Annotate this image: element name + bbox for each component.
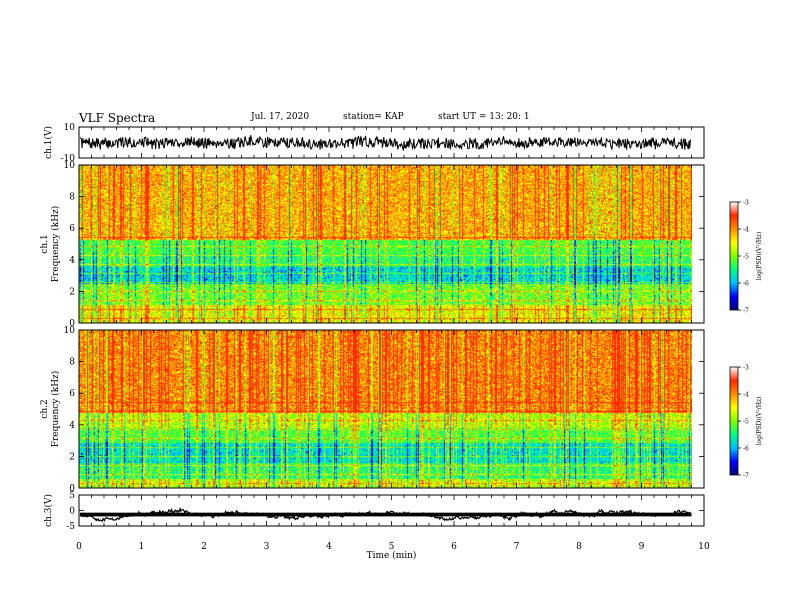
ytick-label-ch1-spectrogram-3: 6 [69,224,75,234]
ylabel-ch2-spectrogram-channel: ch.2 [40,399,50,418]
ytick-label-ch2-spectrogram-1: 2 [69,452,75,462]
colorbar-tick-ch2-spectrogram-4: -7 [743,473,749,480]
ylabel-ch2-spectrogram-unit: Frequency (kHz) [50,371,61,448]
colorbar-tick-ch1-spectrogram-0: -3 [743,200,749,207]
header-station: station= KAP [343,112,404,122]
colorbar-tick-ch1-spectrogram-2: -5 [743,254,749,261]
ytick-label-ch1-spectrogram-1: 2 [69,287,75,297]
xaxis-label: Time (min) [367,550,417,561]
xtick-label-5: 5 [389,542,395,552]
ylabel-ch1-spectrogram-unit: Frequency (kHz) [50,206,61,283]
xtick-label-3: 3 [264,542,270,552]
xtick-label-6: 6 [451,542,457,552]
colorbar-tick-ch1-spectrogram-4: -7 [743,308,749,315]
ylabel-ch1-waveform: ch.1(V) [43,126,54,159]
colorbar-tick-ch2-spectrogram-0: -3 [743,365,749,372]
ytick-label-ch3-waveform-0: 5 [69,491,75,501]
ytick-label-ch2-spectrogram-4: 8 [69,358,75,368]
ytick-label-ch1-spectrogram-2: 4 [69,256,75,266]
ytick-label-ch1-spectrogram-5: 10 [64,161,76,171]
ytick-label-ch3-waveform-2: -5 [66,522,75,532]
colorbar-label-ch1-spectrogram: log(PSD)(V²/Hz) [756,232,763,281]
ytick-label-ch1-spectrogram-0: 0 [69,319,75,329]
xtick-label-0: 0 [76,542,82,552]
ytick-label-ch2-spectrogram-5: 10 [64,326,76,336]
colorbar-tick-ch2-spectrogram-1: -4 [743,392,749,399]
spectrogram-image-ch2 [79,330,692,488]
xtick-label-9: 9 [639,542,645,552]
xtick-label-8: 8 [576,542,582,552]
ylabel-ch1-spectrogram-channel: ch.1 [40,234,50,253]
colorbar-tick-ch1-spectrogram-1: -4 [743,227,749,234]
colorbar-tick-ch2-spectrogram-3: -6 [743,446,749,453]
xtick-label-2: 2 [201,542,207,552]
ytick-label-ch2-spectrogram-0: 0 [69,484,75,494]
colorbar-ch2-spectrogram [729,366,739,476]
ytick-label-ch1-waveform-0: 10 [64,123,76,133]
ytick-label-ch2-spectrogram-3: 6 [69,389,75,399]
spectrogram-image-ch1 [79,165,692,323]
colorbar-label-ch2-spectrogram: log(PSD)(V²/Hz) [756,397,763,446]
ytick-label-ch1-waveform-1: -10 [61,154,76,164]
xtick-label-4: 4 [326,542,332,552]
header-start-time: start UT = 13: 20: 1 [438,112,530,122]
ytick-label-ch1-spectrogram-4: 8 [69,193,75,203]
waveform-band-ch3 [80,512,692,517]
ytick-label-ch2-spectrogram-2: 4 [69,421,75,431]
xtick-label-1: 1 [139,542,145,552]
ytick-label-ch3-waveform-1: 0 [69,507,75,517]
header-date: Jul. 17, 2020 [251,112,310,122]
xtick-label-10: 10 [698,542,710,552]
figure-title: VLF Spectra [79,111,156,125]
xtick-label-7: 7 [514,542,520,552]
colorbar-ch1-spectrogram [729,201,739,311]
colorbar-tick-ch2-spectrogram-2: -5 [743,419,749,426]
ylabel-ch3-waveform: ch.3(V) [43,494,54,527]
waveform-line-ch1 [79,135,692,151]
colorbar-tick-ch1-spectrogram-3: -6 [743,281,749,288]
